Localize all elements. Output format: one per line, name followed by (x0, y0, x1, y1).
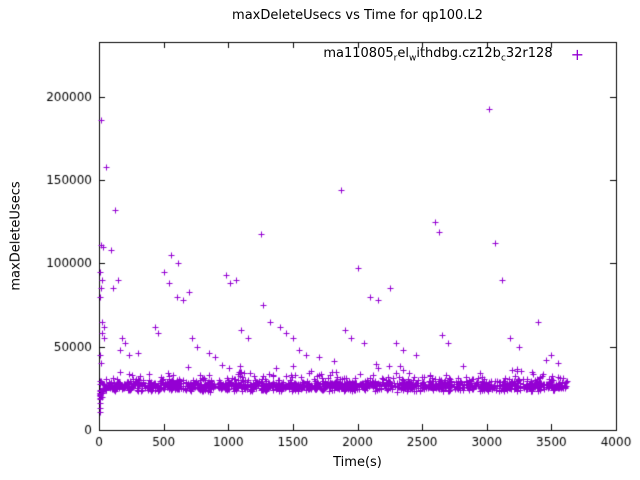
legend: ma110805relwithdbg.cz12bc32r128 + (323, 46, 584, 64)
legend-series-label: ma110805relwithdbg.cz12bc32r128 (323, 46, 553, 64)
x-axis-label: Time(s) (333, 455, 382, 470)
y-axis-label: maxDeleteUsecs (8, 181, 24, 291)
chart-title: maxDeleteUsecs vs Time for qp100.L2 (232, 8, 483, 23)
plus-marker-icon: + (570, 44, 584, 64)
